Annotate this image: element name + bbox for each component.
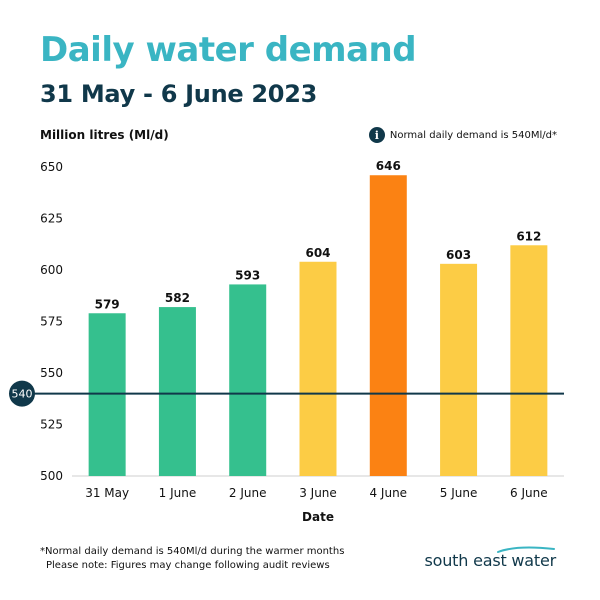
brand-logo: south east water [424,551,557,570]
chart-title: Daily water demand [40,30,417,70]
footnote-line-1: *Normal daily demand is 540Ml/d during t… [40,546,345,557]
y-tick-label: 600 [40,263,63,277]
y-tick-label: 550 [40,366,63,380]
bar-4-june [369,175,407,477]
x-tick-label: 5 June [440,486,478,500]
reference-line-badge [9,380,35,407]
data-label: 612 [516,229,541,243]
info-icon: i [368,127,385,143]
data-label: 579 [95,297,120,311]
bar-5-june [440,263,478,476]
x-tick-label: 1 June [159,486,197,500]
bar-1-june [158,307,196,476]
y-tick-label: 575 [40,315,63,329]
normal-demand-note-text: Normal daily demand is 540Ml/d* [389,129,557,141]
bar-31-may [88,313,126,476]
footnote-line-2: Please note: Figures may change followin… [46,560,330,571]
normal-demand-note: i Normal daily demand is 540Ml/d* [368,127,557,143]
bar-6-june [510,245,548,476]
footnote: *Normal daily demand is 540Ml/d during t… [40,545,344,573]
reference-line-label: 540 [12,388,33,401]
bar-2-june [229,284,267,476]
x-tick-label: 31 May [85,486,129,500]
data-label: 593 [235,268,260,282]
y-axis-label: Million litres (Ml/d) [40,128,169,142]
y-tick-label: 650 [40,160,63,174]
y-tick-label: 625 [40,212,63,226]
x-axis-label: Date [302,510,334,524]
x-tick-label: 6 June [510,486,548,500]
data-label: 603 [446,248,471,262]
bar-3-june [299,261,337,476]
data-label: 646 [376,159,401,173]
x-tick-label: 3 June [299,486,337,500]
y-tick-label: 500 [40,469,63,483]
chart-subtitle: 31 May - 6 June 2023 [40,80,317,108]
x-tick-label: 2 June [229,486,267,500]
data-label: 582 [165,291,190,305]
data-label: 604 [305,246,330,260]
x-tick-label: 4 June [369,486,407,500]
y-tick-label: 525 [40,418,63,432]
logo-wave-icon [497,546,555,553]
